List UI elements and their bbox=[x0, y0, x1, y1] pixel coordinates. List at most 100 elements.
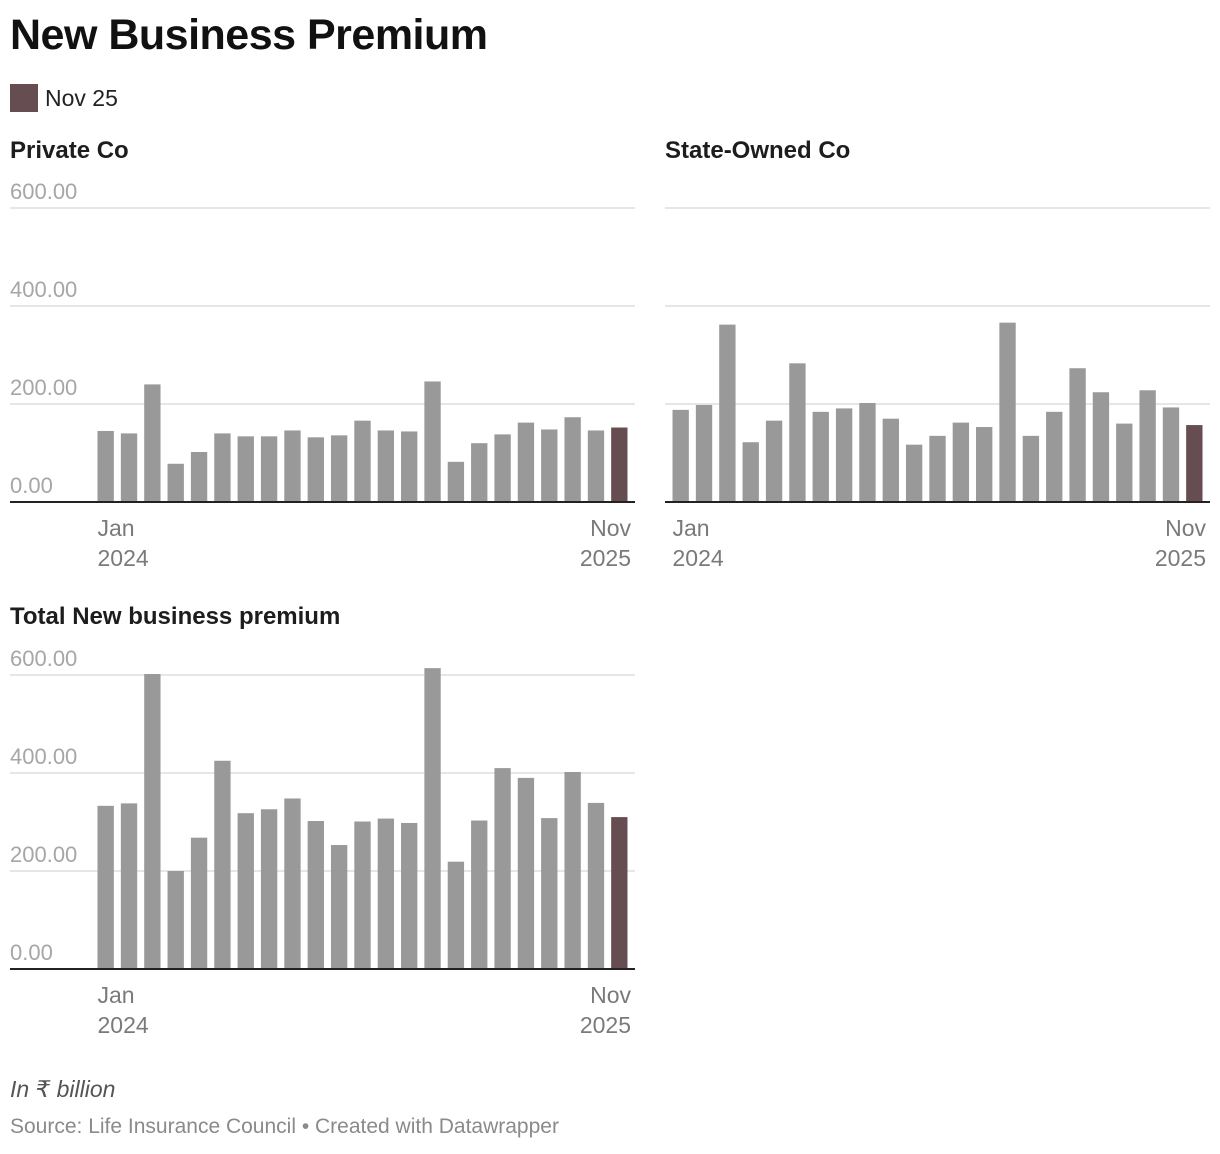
bar bbox=[517, 777, 535, 969]
bar bbox=[120, 433, 138, 502]
bar bbox=[97, 805, 114, 969]
total-premium-chart: 600.00 400.00 200.00 0.00 Jan 2024 Nov 2025 bbox=[10, 646, 635, 1038]
y-tick-label: 0.00 bbox=[10, 940, 53, 965]
bar bbox=[447, 461, 465, 502]
legend-swatch bbox=[10, 84, 38, 112]
bar bbox=[354, 821, 371, 969]
bar bbox=[765, 420, 783, 502]
x-tick-month: Nov bbox=[590, 515, 631, 541]
y-tick-label: 400.00 bbox=[10, 744, 77, 769]
bar bbox=[789, 363, 806, 502]
bar bbox=[1069, 368, 1086, 502]
panel-title-private: Private Co bbox=[10, 137, 129, 164]
bar bbox=[587, 802, 605, 969]
bar bbox=[144, 384, 161, 502]
x-tick-year: 2025 bbox=[580, 1012, 631, 1038]
x-tick-year: 2025 bbox=[1155, 545, 1206, 571]
bar bbox=[976, 427, 993, 502]
bar bbox=[719, 324, 736, 502]
y-tick-label: 400.00 bbox=[10, 277, 77, 302]
bar bbox=[284, 430, 301, 502]
y-tick-label: 200.00 bbox=[10, 375, 77, 400]
bar bbox=[517, 422, 535, 502]
x-tick-month: Jan bbox=[98, 515, 135, 541]
bar bbox=[929, 435, 946, 502]
bar bbox=[260, 809, 278, 969]
bar bbox=[812, 411, 829, 502]
bar bbox=[424, 668, 441, 969]
bar bbox=[695, 404, 713, 502]
y-tick-label: 200.00 bbox=[10, 842, 77, 867]
x-tick-month: Jan bbox=[673, 515, 710, 541]
x-tick-year: 2024 bbox=[98, 1012, 149, 1038]
bar bbox=[1186, 425, 1203, 502]
bar bbox=[611, 427, 628, 502]
bar bbox=[494, 434, 511, 502]
bar bbox=[882, 418, 899, 502]
bar bbox=[190, 452, 208, 502]
panel-title-state: State-Owned Co bbox=[665, 137, 851, 164]
bar bbox=[401, 822, 418, 969]
bar bbox=[587, 430, 605, 502]
bar bbox=[835, 408, 853, 502]
bar bbox=[330, 435, 348, 502]
y-tick-label: 600.00 bbox=[10, 179, 77, 204]
bar bbox=[447, 861, 465, 969]
bar bbox=[97, 430, 114, 502]
source-credit: Source: Life Insurance Council • Created… bbox=[10, 1115, 559, 1138]
unit-note: In ₹ billion bbox=[10, 1076, 116, 1102]
bar bbox=[1139, 390, 1156, 502]
bar bbox=[214, 433, 231, 502]
bar bbox=[541, 429, 558, 502]
private-co-chart: 600.00 400.00 200.00 0.00 Jan 2024 Nov 2025 bbox=[10, 179, 635, 571]
x-tick-year: 2025 bbox=[580, 545, 631, 571]
bar bbox=[330, 845, 348, 969]
bar bbox=[190, 837, 208, 969]
bar bbox=[471, 443, 488, 502]
bar bbox=[859, 403, 876, 502]
bar bbox=[742, 442, 759, 502]
x-tick-year: 2024 bbox=[673, 545, 724, 571]
bar bbox=[307, 821, 324, 969]
bar bbox=[611, 817, 628, 969]
bar bbox=[494, 768, 511, 969]
x-tick-month: Nov bbox=[1165, 515, 1206, 541]
bar bbox=[541, 818, 558, 969]
bar bbox=[260, 436, 278, 502]
bar bbox=[167, 871, 184, 969]
bar bbox=[672, 409, 689, 502]
legend-label: Nov 25 bbox=[45, 84, 118, 111]
x-tick-month: Nov bbox=[590, 982, 631, 1008]
y-tick-label: 600.00 bbox=[10, 646, 77, 671]
bar bbox=[564, 417, 581, 502]
bar bbox=[377, 818, 395, 969]
bar bbox=[354, 420, 371, 502]
bar bbox=[424, 381, 441, 502]
bar bbox=[237, 813, 254, 969]
bar bbox=[1092, 392, 1110, 502]
bar bbox=[564, 772, 581, 969]
chart-title: New Business Premium bbox=[10, 11, 488, 59]
bar bbox=[999, 322, 1016, 502]
bar bbox=[1116, 423, 1133, 502]
bar bbox=[144, 674, 161, 969]
panel-title-total: Total New business premium bbox=[10, 603, 341, 630]
bar bbox=[905, 444, 923, 502]
bar bbox=[1162, 407, 1180, 502]
bar bbox=[307, 437, 324, 502]
state-owned-co-chart: Jan 2024 Nov 2025 bbox=[665, 207, 1210, 571]
bar bbox=[952, 422, 970, 502]
bar bbox=[237, 436, 254, 502]
legend: Nov 25 bbox=[10, 84, 118, 112]
bar bbox=[284, 798, 301, 969]
bar bbox=[167, 463, 184, 502]
bar bbox=[377, 430, 395, 502]
bar bbox=[120, 803, 138, 969]
bar bbox=[214, 760, 231, 969]
bar bbox=[1046, 411, 1063, 502]
y-tick-label: 0.00 bbox=[10, 473, 53, 498]
x-tick-month: Jan bbox=[98, 982, 135, 1008]
bar bbox=[1022, 435, 1040, 502]
bar bbox=[471, 820, 488, 969]
x-tick-year: 2024 bbox=[98, 545, 149, 571]
